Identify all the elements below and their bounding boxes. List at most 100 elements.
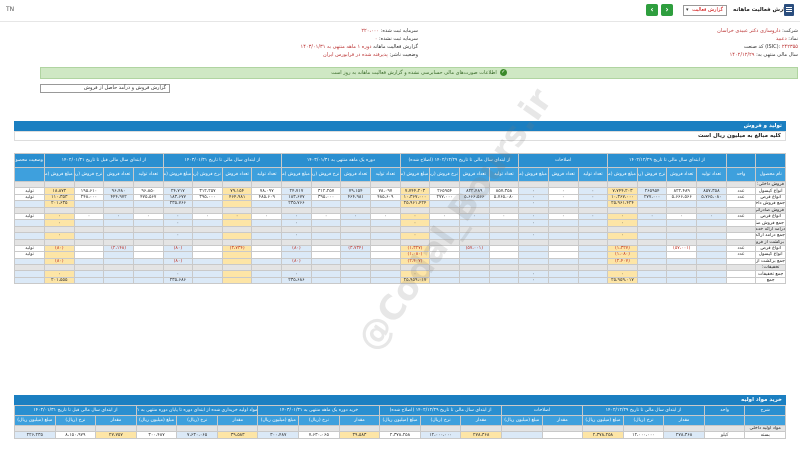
- table-cell: [192, 270, 223, 278]
- column-header: مبلغ (میلیون ریال): [500, 415, 543, 426]
- column-header: مبلغ فروش (میلیون ریال): [399, 167, 431, 182]
- table-cell: [666, 251, 698, 259]
- table-cell: [429, 276, 460, 285]
- table-cell: ۲،۳۷۸،۲۵۸: [582, 431, 624, 439]
- table-cell: [663, 424, 705, 433]
- company-info: شرکت: داروسازی دکتر عبیدی خراسان نماد: د…: [40, 26, 798, 70]
- table-cell: [518, 251, 549, 259]
- table-cell: [636, 276, 668, 285]
- table-cell: ۰: [281, 270, 312, 278]
- table-cell: (۲،۴۰۷): [607, 257, 638, 266]
- column-header: مبلغ فروش (میلیون ریال): [281, 167, 312, 182]
- table-cell: ۲۳۵،۶۸۶: [162, 276, 194, 285]
- group-header: واحد: [703, 405, 746, 416]
- table-cell: [666, 270, 698, 278]
- column-header: تعداد تولید: [488, 167, 520, 182]
- column-header: تعداد تولید: [370, 167, 401, 182]
- group-header: مواد اولیه خریداری شده از ابتدای دوره تا…: [135, 405, 259, 416]
- table-cell: [458, 264, 490, 272]
- table-cell: ۲۷۸،۳۶۸: [663, 431, 705, 439]
- column-header: نرخ (ریال): [176, 415, 218, 426]
- column-header: تعداد فروش: [340, 167, 372, 182]
- table-cell: [500, 431, 543, 439]
- table-cell: [666, 264, 698, 272]
- table-cell: [221, 251, 253, 259]
- table-cell: [43, 251, 75, 259]
- next-button[interactable]: ›: [661, 4, 673, 16]
- row-label: جمع تخفیفات: [755, 270, 786, 278]
- table-cell: [221, 270, 253, 278]
- group-header: شرح: [744, 405, 786, 416]
- check-icon: ✓: [499, 69, 507, 76]
- table-cell: [460, 424, 502, 433]
- table-cell: [103, 276, 134, 285]
- table-cell: [14, 424, 56, 433]
- table-cell: [488, 270, 520, 278]
- table-cell: [103, 264, 134, 272]
- symbol-row: نماد: دعبید: [775, 36, 798, 42]
- group-header: از ابتدای سال مالی قبل تا تاریخ ۱۴۰۲/۰۱/…: [43, 153, 164, 168]
- table-cell: [488, 264, 520, 272]
- table-cell: [162, 251, 194, 259]
- table-cell: [488, 276, 520, 285]
- table-cell: [14, 276, 45, 285]
- group-header: اصلاحات: [500, 405, 584, 416]
- table-cell: [14, 257, 45, 266]
- table-cell: [370, 276, 401, 285]
- column-header: مبلغ فروش (میلیون ریال): [162, 167, 194, 182]
- table-cell: [458, 270, 490, 278]
- table-row: بسته کیلو ۲۷۸،۳۶۸ ۱۲،۰۰۰،۰۰۰ ۲،۳۷۸،۲۵۸ ۲۷۸،۳۶…: [14, 431, 786, 439]
- table-cell: ۲۵،۹۶۱،۴۲۴: [607, 200, 638, 208]
- table-cell: [419, 424, 462, 433]
- table-cell: [73, 264, 105, 272]
- table-cell: [340, 257, 372, 266]
- prev-button[interactable]: ‹: [646, 4, 658, 16]
- column-header: مقدار: [663, 415, 705, 426]
- table-cell: [547, 264, 579, 272]
- section-raw-materials: خرید مواد اولیه: [14, 395, 786, 405]
- report-type-select[interactable]: ▾ گزارش فعالیت: [683, 5, 727, 16]
- table-cell: [251, 270, 283, 278]
- table-cell: [429, 251, 460, 259]
- table-cell: [607, 264, 638, 272]
- table-cell: ۰: [607, 270, 638, 278]
- section-production-sales: تولید و فروش: [14, 121, 786, 131]
- column-header: مبلغ فروش (میلیون ریال): [518, 167, 549, 182]
- table-cell: [310, 264, 342, 272]
- table-cell: [251, 264, 283, 272]
- table-cell: [518, 264, 549, 272]
- column-header: واحد: [725, 167, 757, 182]
- column-header: [744, 415, 786, 426]
- table-cell: [95, 424, 137, 433]
- table-cell: ۲،۳۷۸،۲۵۸: [379, 431, 421, 439]
- column-header: تعداد تولید: [251, 167, 283, 182]
- table-cell: [500, 424, 543, 433]
- table-cell: ۱۲،۰۰۰،۰۰۰: [419, 431, 462, 439]
- column-header: مقدار: [338, 415, 381, 426]
- unit-cell: عدد: [725, 251, 757, 259]
- row-label: تخفیفات:: [755, 264, 786, 272]
- table-cell: [429, 264, 460, 272]
- table-cell: [340, 251, 372, 259]
- table-row: فروش داخلی:: [14, 180, 786, 189]
- table-cell: [399, 264, 431, 272]
- table-cell: [636, 251, 668, 259]
- table-cell: [176, 424, 218, 433]
- column-header: نرخ فروش (ریال): [192, 167, 223, 182]
- column-header: تعداد تولید: [696, 167, 727, 182]
- table-cell: [14, 264, 45, 272]
- table-cell: [192, 257, 223, 266]
- column-header: مبلغ فروش (میلیون ریال): [43, 167, 75, 182]
- table-cell: [725, 264, 757, 272]
- table-cell: [666, 276, 698, 285]
- column-header: نام محصول: [755, 167, 786, 182]
- column-header: تعداد فروش: [458, 167, 490, 182]
- column-header: [14, 167, 45, 182]
- table-cell: [636, 270, 668, 278]
- report-section-select[interactable]: گزارش فروش و درآمد حاصل از فروش: [40, 84, 170, 93]
- brand-mark: TN: [6, 6, 15, 13]
- table-cell: [458, 276, 490, 285]
- table-cell: [73, 270, 105, 278]
- table-cell: [340, 276, 372, 285]
- group-header: وضعیت محصول جدید: [14, 153, 45, 168]
